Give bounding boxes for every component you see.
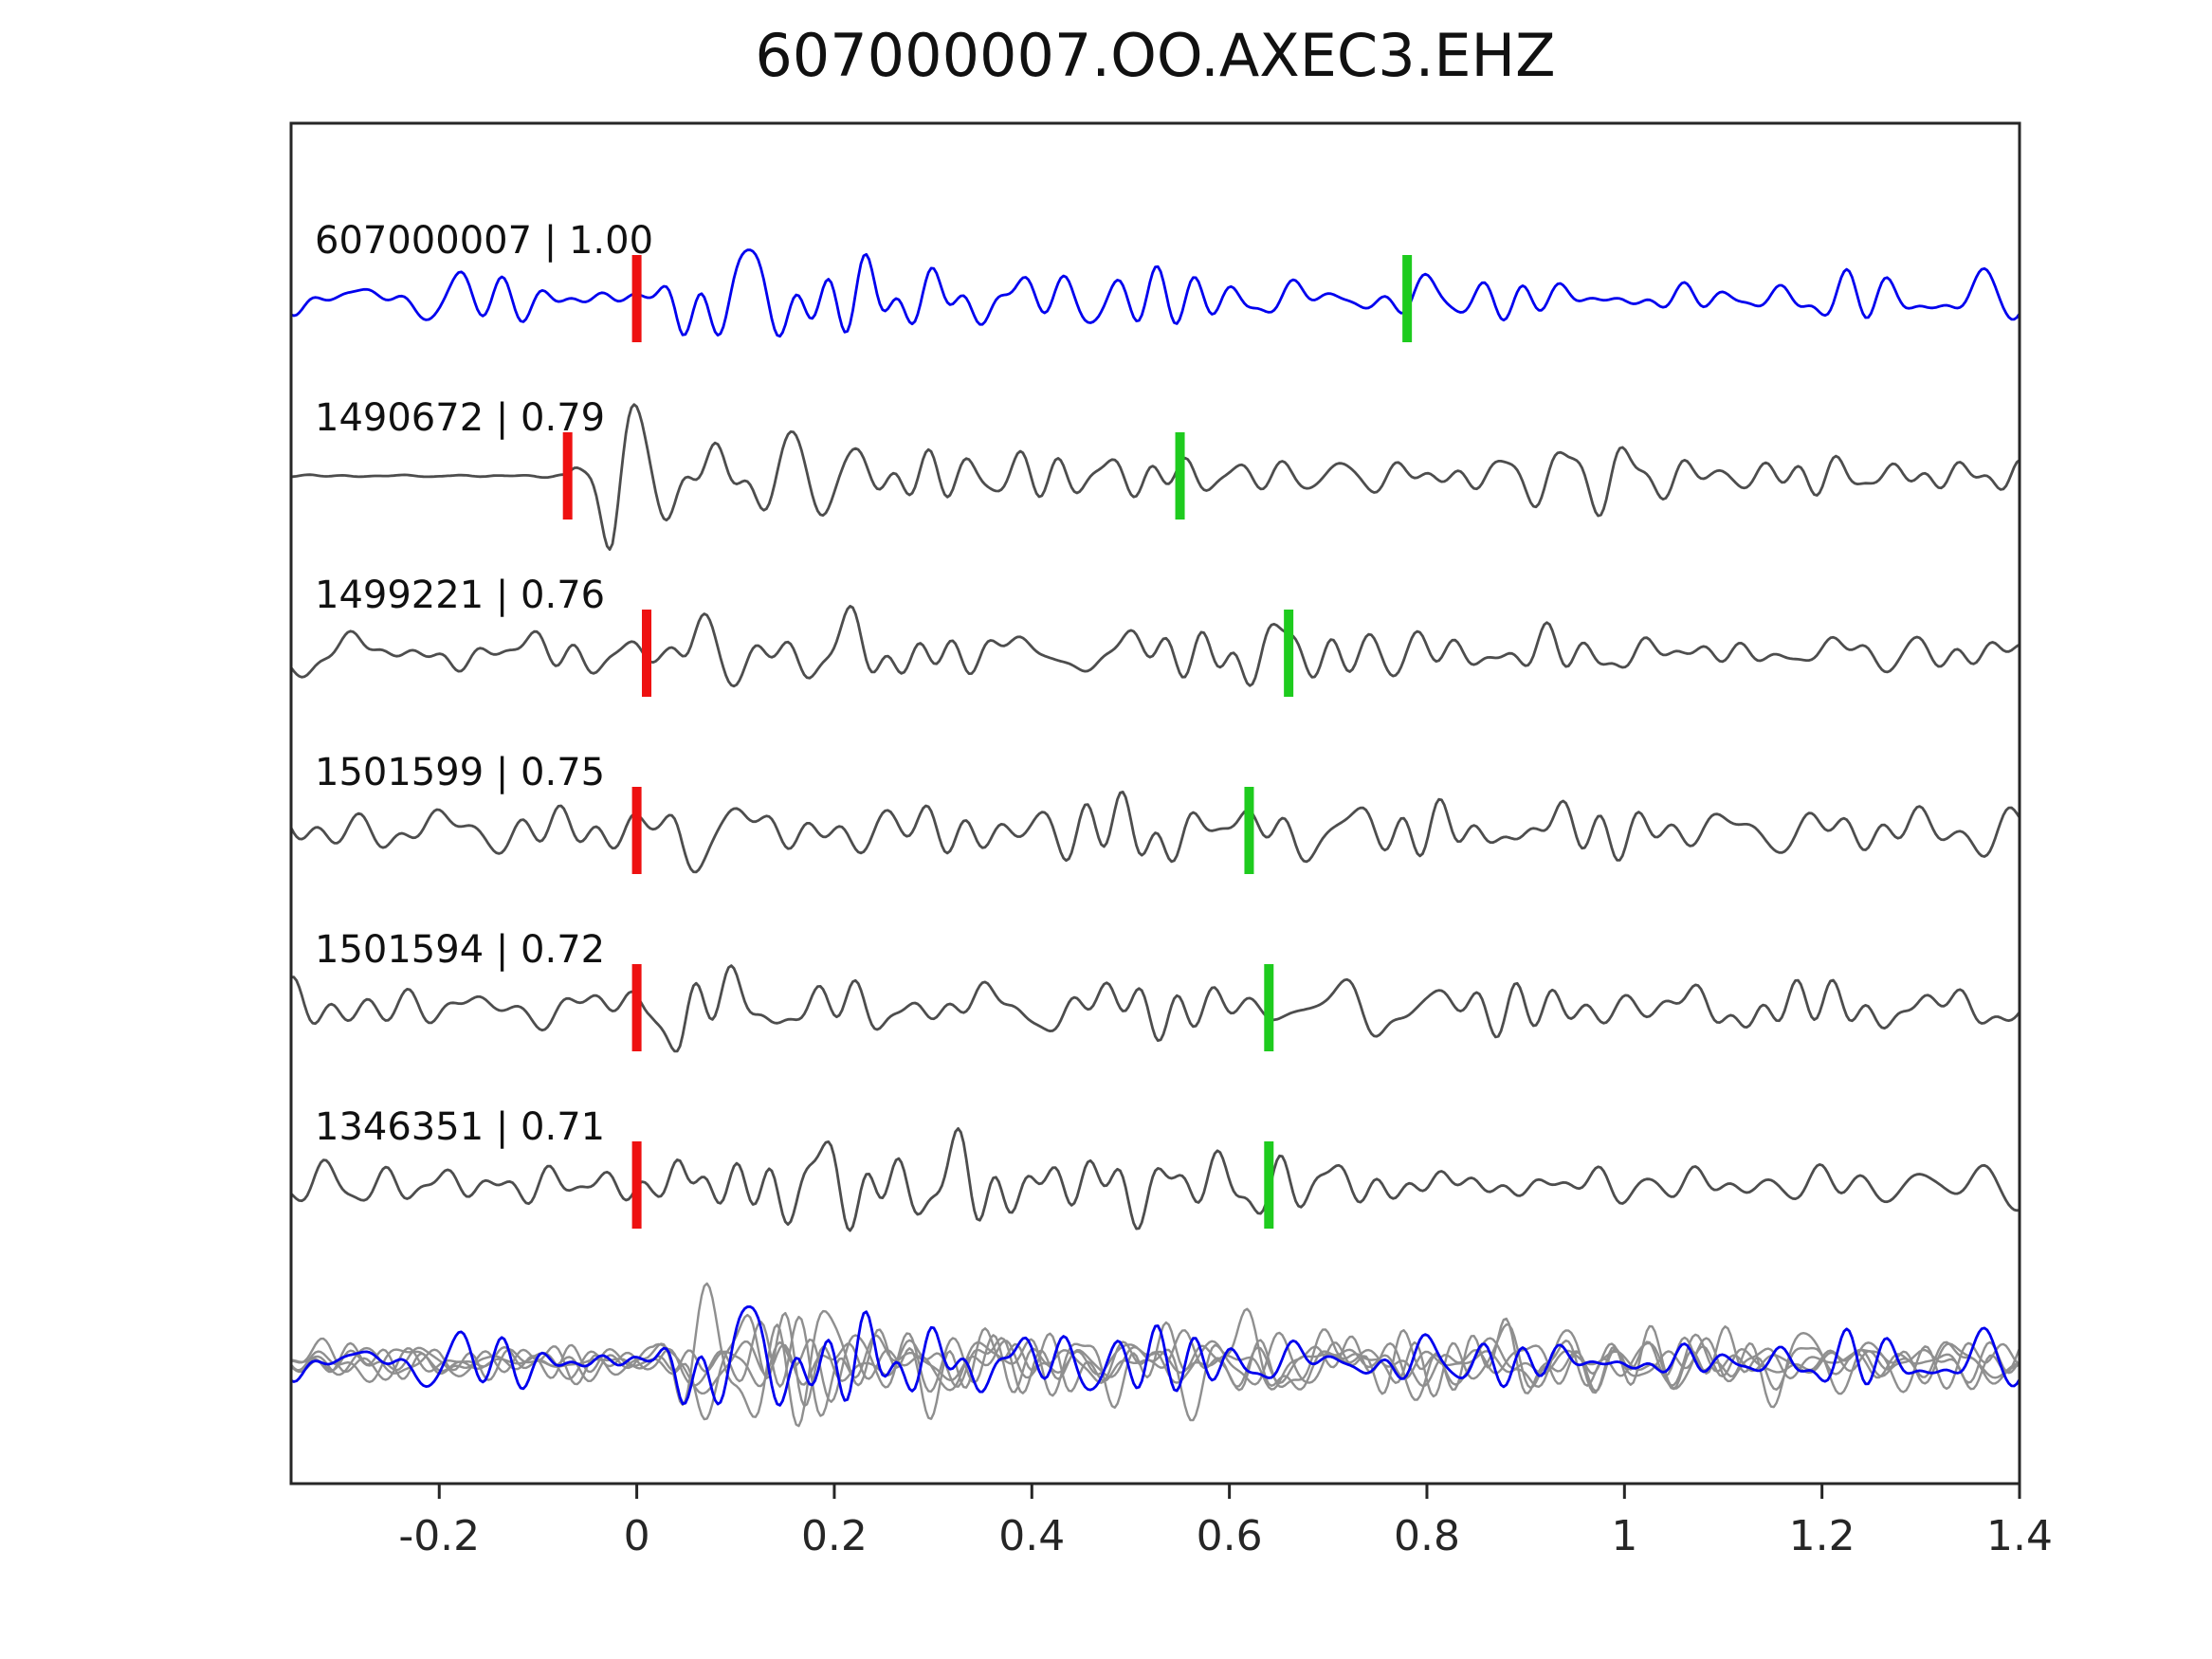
axis-box (289, 121, 2021, 1486)
overlay-template-waveform (291, 1305, 2020, 1407)
x-tick-label: 1.4 (1986, 1512, 2053, 1560)
x-tick-label: 0.6 (1197, 1512, 1263, 1560)
trace-waveform-607000007 (291, 248, 2020, 338)
trace-waveform-1501599 (291, 791, 2020, 874)
trace-label: 1501599 | 0.75 (315, 751, 605, 794)
trace-label: 1346351 | 0.71 (315, 1105, 605, 1149)
trace-waveform-1501594 (291, 964, 2020, 1053)
figure-title: 607000007.OO.AXEC3.EHZ (755, 21, 1556, 90)
trace-waveform-1346351 (291, 1127, 2020, 1232)
x-tick-label: 1 (1611, 1512, 1637, 1560)
x-tick-label: 0.2 (801, 1512, 868, 1560)
trace-waveform-1490672 (291, 403, 2020, 552)
x-tick-label: 0.8 (1394, 1512, 1460, 1560)
trace-label: 1499221 | 0.76 (315, 574, 605, 617)
trace-label: 1501594 | 0.72 (315, 928, 605, 972)
waveforms-group (291, 248, 2020, 1428)
x-tick-label: 1.2 (1789, 1512, 1856, 1560)
trace-waveform-1499221 (291, 605, 2020, 688)
x-tick-label: 0 (624, 1512, 650, 1560)
x-tick-label: 0.4 (998, 1512, 1065, 1560)
trace-label: 607000007 | 1.00 (315, 219, 653, 263)
trace-label: 1490672 | 0.79 (315, 396, 605, 440)
overlay-gray-waveform (291, 1321, 2020, 1410)
overlay-gray-waveform (291, 1282, 2020, 1428)
x-tick-label: -0.2 (398, 1512, 480, 1560)
